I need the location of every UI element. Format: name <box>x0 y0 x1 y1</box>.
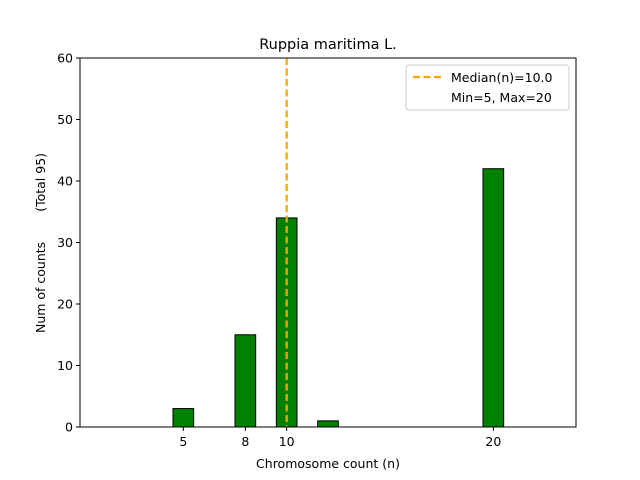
y-tick-label: 40 <box>57 174 73 189</box>
y-tick-label: 60 <box>57 51 73 66</box>
legend-minmax-label: Min=5, Max=20 <box>451 90 552 105</box>
chart-title: Ruppia maritima L. <box>259 37 397 53</box>
x-tick-label: 10 <box>279 434 295 449</box>
y-tick-label: 0 <box>65 420 73 435</box>
axes-frame <box>79 57 577 428</box>
y-tick-label: 50 <box>57 112 73 127</box>
x-tick-label: 5 <box>179 434 187 449</box>
x-tick-label: 8 <box>241 434 249 449</box>
bar-12 <box>317 420 339 428</box>
bar-8 <box>234 334 257 428</box>
y-tick-label: 30 <box>57 235 73 250</box>
y-tick-label: 20 <box>57 297 73 312</box>
bar-5 <box>172 408 195 428</box>
legend-median-label: Median(n)=10.0 <box>451 70 552 85</box>
bar-20 <box>482 168 505 428</box>
x-tick-label: 20 <box>485 434 501 449</box>
y-axis-label: Num of counts(Total 95) <box>33 153 48 333</box>
x-axis-label: Chromosome count (n) <box>256 456 400 471</box>
y-tick-label: 10 <box>57 358 73 373</box>
legend: Median(n)=10.0 Min=5, Max=20 <box>405 64 570 111</box>
legend-box <box>405 64 570 111</box>
